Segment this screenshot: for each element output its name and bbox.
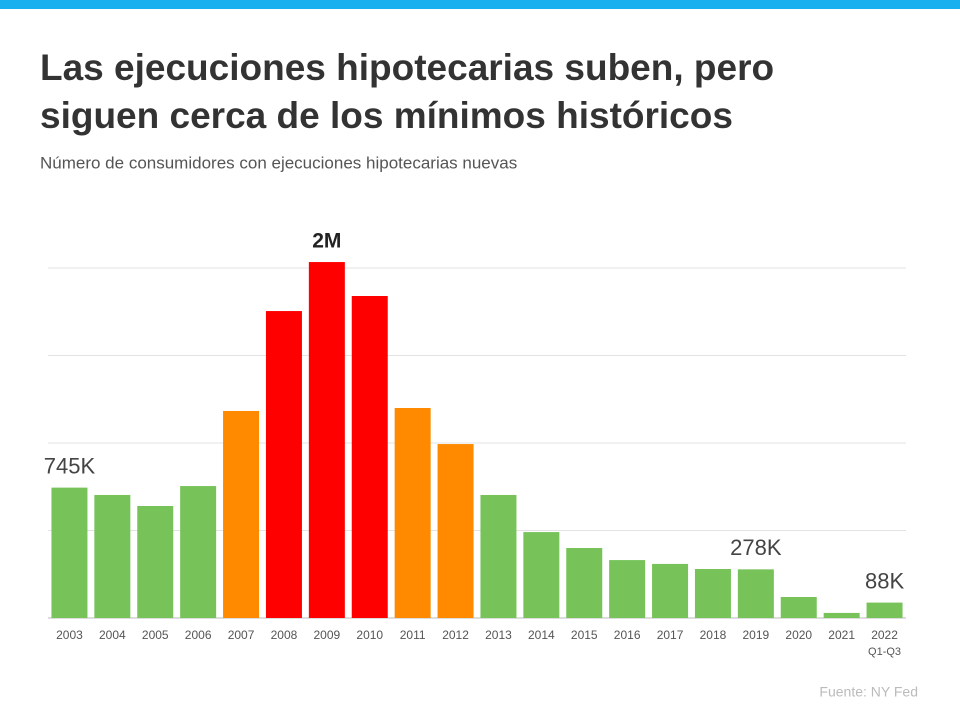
value-label: 88K bbox=[865, 568, 904, 593]
bar bbox=[737, 569, 774, 618]
bar bbox=[51, 487, 88, 618]
bar bbox=[609, 560, 646, 618]
bar bbox=[265, 311, 302, 618]
bar bbox=[566, 548, 603, 618]
x-tick-label: 2011 bbox=[400, 628, 426, 642]
value-label: 2M bbox=[312, 230, 341, 253]
x-tick-label: 2007 bbox=[228, 628, 255, 642]
bar bbox=[866, 602, 903, 618]
x-tick-label: 2020 bbox=[785, 628, 812, 642]
x-tick-label: 2017 bbox=[657, 628, 684, 642]
bar bbox=[652, 563, 689, 618]
value-label: 745K bbox=[44, 453, 96, 478]
bar bbox=[351, 296, 388, 618]
source: Fuente: NY Fed bbox=[819, 684, 918, 700]
x-tick-note: Q1-Q3 bbox=[868, 646, 901, 658]
x-tick-label: 2015 bbox=[571, 628, 598, 642]
x-tick-label: 2014 bbox=[528, 628, 555, 642]
x-tick-label: 2008 bbox=[271, 628, 298, 642]
bar bbox=[437, 444, 474, 618]
x-tick-label: 2012 bbox=[442, 628, 469, 642]
chart-title: Las ejecuciones hipotecarias suben, pero bbox=[40, 47, 774, 88]
bar bbox=[394, 408, 431, 618]
x-tick-label: 2006 bbox=[185, 628, 212, 642]
bar bbox=[523, 532, 560, 618]
x-tick-label: 2013 bbox=[485, 628, 512, 642]
bar bbox=[308, 262, 345, 618]
value-label: 278K bbox=[730, 535, 782, 560]
x-tick-label: 2010 bbox=[356, 628, 383, 642]
bar bbox=[223, 410, 260, 618]
x-tick-label: 2005 bbox=[142, 628, 169, 642]
chart-title: siguen cerca de los mínimos históricos bbox=[40, 95, 733, 136]
x-tick-label: 2004 bbox=[99, 628, 126, 642]
bar bbox=[694, 569, 731, 618]
x-tick-label: 2019 bbox=[742, 628, 769, 642]
chart-subtitle: Número de consumidores con ejecuciones h… bbox=[40, 153, 517, 172]
bar bbox=[780, 597, 817, 618]
x-tick-label: 2003 bbox=[56, 628, 83, 642]
x-tick-label: 2022 bbox=[871, 628, 898, 642]
x-tick-label: 2021 bbox=[828, 628, 855, 642]
bar bbox=[480, 494, 517, 618]
x-tick-label: 2018 bbox=[700, 628, 727, 642]
bar bbox=[180, 486, 217, 618]
top-bar bbox=[0, 0, 960, 9]
bar bbox=[823, 612, 860, 618]
x-tick-label: 2009 bbox=[313, 628, 340, 642]
bar bbox=[94, 494, 131, 618]
bar bbox=[137, 506, 174, 618]
x-tick-label: 2016 bbox=[614, 628, 641, 642]
